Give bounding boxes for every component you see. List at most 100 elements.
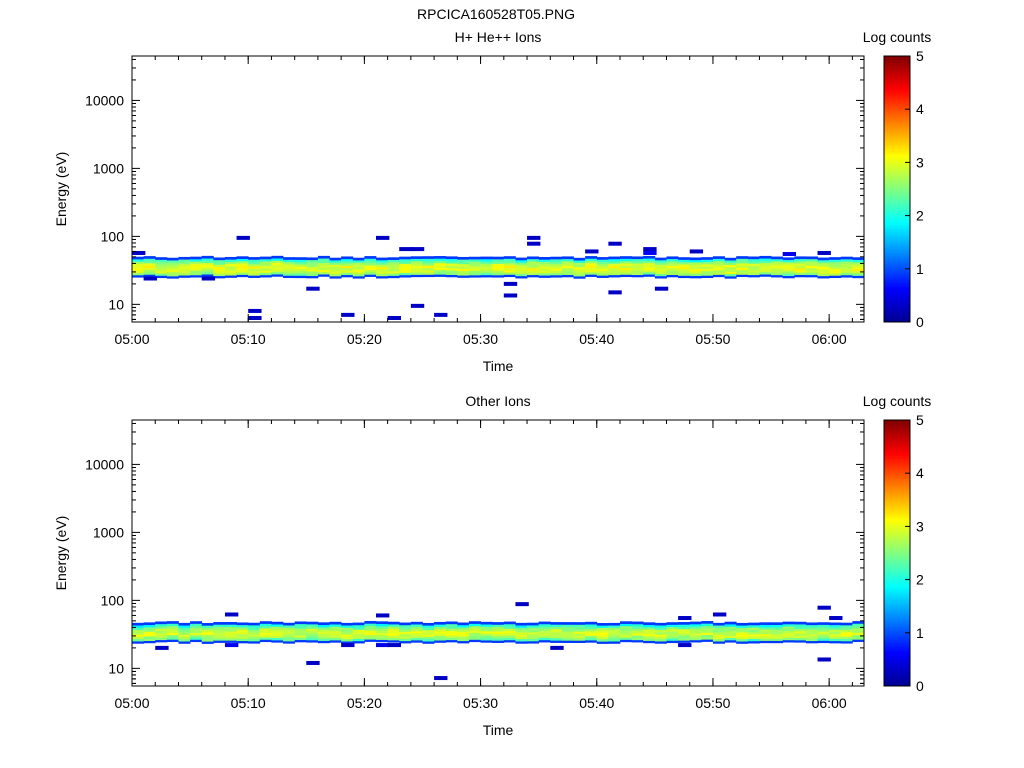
count-cell (712, 269, 725, 273)
colorbar-step (884, 133, 910, 137)
count-cell (829, 627, 842, 630)
count-cell (329, 275, 342, 279)
count-cell (283, 273, 296, 276)
count-cell (236, 633, 249, 637)
colorbar-step (884, 422, 910, 425)
count-cell (492, 631, 505, 634)
count-cell (294, 637, 307, 641)
count-cell (724, 271, 737, 275)
count-cell (712, 629, 725, 633)
colorbar-step (884, 100, 910, 104)
count-cell (643, 629, 656, 632)
colorbar-step (884, 477, 910, 481)
count-cell (434, 274, 447, 277)
count-cell (236, 627, 249, 630)
count-cell (585, 630, 598, 634)
count-cell (817, 626, 830, 630)
count-cell (132, 634, 145, 637)
colorbar-step (884, 93, 910, 97)
count-cell (166, 271, 179, 275)
count-cell (422, 634, 435, 637)
count-cell (376, 639, 389, 643)
count-cell (631, 256, 644, 260)
count-cell (294, 630, 307, 634)
count-cell (492, 263, 505, 267)
colorbar-step (884, 553, 910, 556)
count-cell-sparse (306, 660, 320, 665)
count-cell (782, 637, 795, 641)
count-cell (434, 262, 447, 266)
count-cell (294, 264, 307, 267)
count-cell (596, 257, 609, 260)
y-tick-label: 10 (108, 296, 124, 312)
count-cell (585, 269, 598, 273)
count-cell-sparse (399, 247, 413, 252)
colorbar-step (884, 426, 910, 430)
count-cell (550, 256, 563, 260)
colorbar-step (884, 64, 910, 68)
count-cell (224, 259, 237, 262)
count-cell (376, 630, 389, 634)
count-cell (538, 275, 551, 278)
y-tick-label: 1000 (93, 160, 124, 176)
colorbar-step (884, 654, 910, 658)
count-cell (724, 623, 737, 627)
count-cell (527, 629, 540, 633)
count-cell (840, 631, 853, 635)
colorbar-step (884, 683, 910, 687)
count-cell (492, 261, 505, 264)
colorbar-step (884, 310, 910, 314)
count-cell (724, 635, 737, 639)
count-cell (492, 258, 505, 262)
count-cell (503, 621, 516, 625)
count-cell (538, 623, 551, 627)
count-cell (515, 641, 528, 644)
count-cell (341, 638, 354, 642)
count-cell (596, 629, 609, 633)
count-cell (573, 266, 586, 270)
count-cell-sparse (643, 247, 657, 252)
count-cell (759, 255, 772, 259)
count-cell (317, 269, 330, 273)
colorbar-step (884, 515, 910, 519)
count-cell (503, 632, 516, 636)
count-cell (829, 631, 842, 635)
count-cell (829, 261, 842, 265)
colorbar-step (884, 435, 910, 439)
count-cell (317, 622, 330, 626)
count-cell (143, 631, 156, 635)
count-cell (805, 272, 818, 276)
count-cell (794, 621, 807, 625)
count-cell (271, 267, 284, 270)
count-cell (492, 638, 505, 641)
count-cell (190, 256, 203, 260)
count-cell (224, 275, 237, 278)
count-cell (271, 255, 284, 259)
colorbar-step (884, 632, 910, 636)
count-cell (620, 265, 633, 268)
count-cell (132, 627, 145, 631)
colorbar-step (884, 224, 910, 228)
count-cell (434, 637, 447, 641)
count-cell (561, 631, 574, 634)
count-cell (376, 257, 389, 261)
count-cell (561, 633, 574, 637)
colorbar-step (884, 677, 910, 680)
count-cell (468, 261, 481, 264)
count-cell (422, 629, 435, 633)
count-cell (631, 258, 644, 262)
colorbar-step (884, 306, 910, 310)
count-cell (689, 639, 702, 643)
count-cell (736, 634, 749, 637)
colorbar-step (884, 555, 910, 558)
count-cell-sparse (527, 241, 541, 246)
count-cell (480, 633, 493, 636)
count-cell (387, 266, 400, 270)
count-cell (143, 272, 156, 275)
count-cell (445, 635, 458, 638)
count-cell (759, 262, 772, 266)
count-cell (561, 274, 574, 278)
colorbar-step (884, 526, 910, 530)
count-cell (236, 256, 249, 259)
